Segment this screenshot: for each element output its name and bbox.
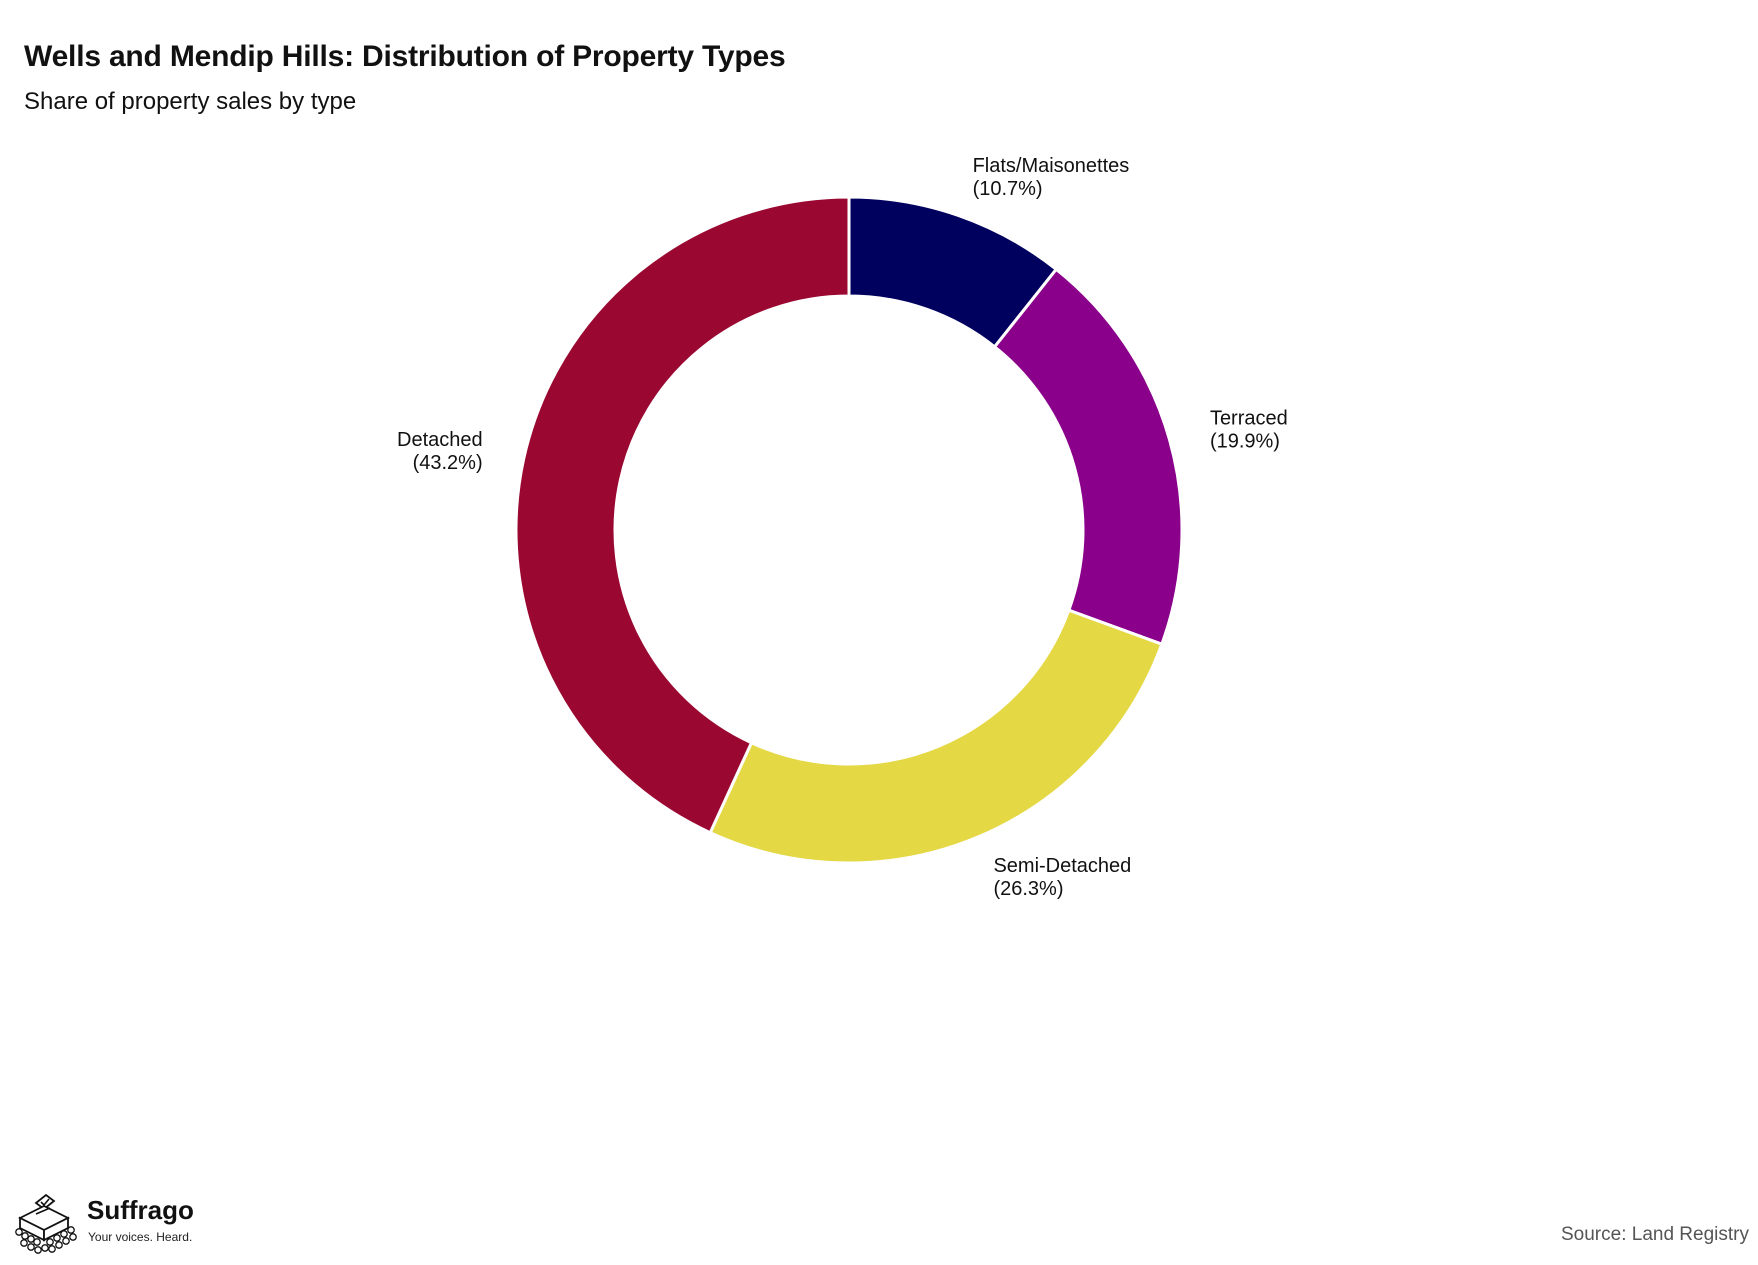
chart-title: Wells and Mendip Hills: Distribution of … xyxy=(24,40,786,73)
suffrago-logo: Suffrago Your voices. Heard. xyxy=(14,1192,214,1254)
slice-label-semi-detached: Semi-Detached (26.3%) xyxy=(993,855,1131,900)
slice-detached xyxy=(514,195,851,835)
source-note: Source: Land Registry xyxy=(1561,1224,1749,1245)
donut-slices xyxy=(514,195,1184,865)
slice-labels: Flats/Maisonettes (10.7%) Terraced (19.9%) S… xyxy=(397,155,1288,900)
slice-label-terraced: Terraced (19.9%) xyxy=(1210,407,1288,452)
slice-label-flats-maisonettes: Flats/Maisonettes (10.7%) xyxy=(973,155,1130,200)
slice-terraced xyxy=(992,267,1184,647)
ballot-box-icon xyxy=(15,1193,77,1254)
logo-name: Suffrago xyxy=(87,1195,194,1225)
slice-semi-detached xyxy=(708,608,1164,865)
chart-subtitle: Share of property sales by type xyxy=(24,88,357,115)
logo-tagline: Your voices. Heard. xyxy=(88,1230,193,1244)
slice-label-detached: Detached (43.2%) xyxy=(397,429,483,474)
